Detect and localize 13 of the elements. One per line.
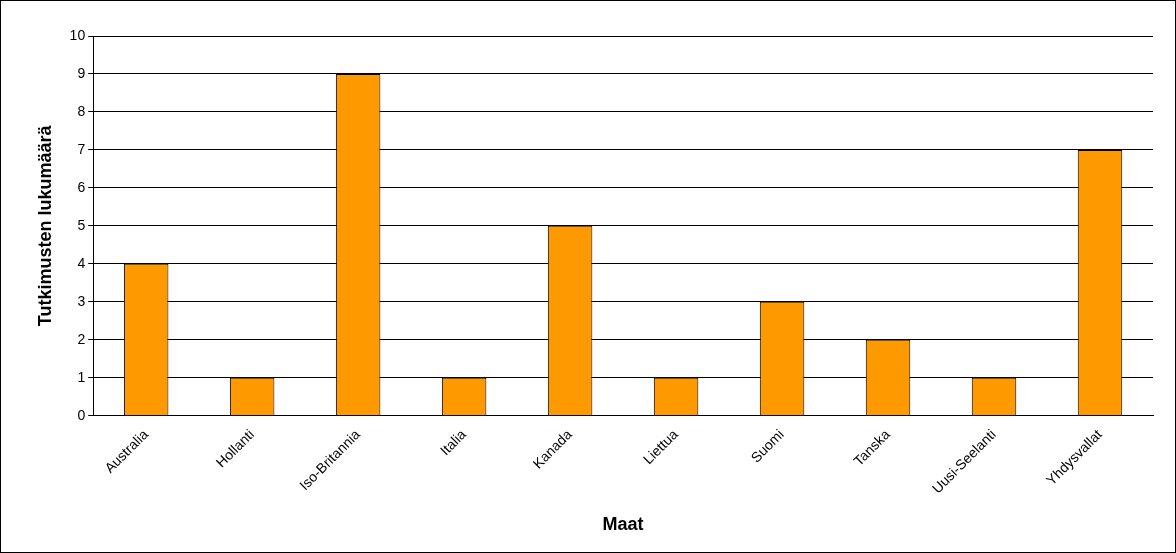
y-tick-label: 10 (69, 26, 86, 43)
y-tick-label: 0 (77, 406, 86, 423)
y-tick-label: 2 (77, 330, 86, 347)
y-tick-label: 1 (77, 368, 86, 385)
y-tick-label: 7 (77, 140, 86, 157)
y-tick-label: 6 (77, 178, 86, 195)
y-tick-label: 4 (77, 254, 86, 271)
y-tick-label: 8 (77, 102, 86, 119)
y-tick-label: 9 (77, 64, 86, 81)
x-axis-title: Maat (602, 514, 644, 535)
y-axis-title: Tutkimusten lukumäärä (34, 124, 55, 327)
y-tick-label: 3 (77, 292, 86, 309)
y-tick-label: 5 (77, 216, 86, 233)
